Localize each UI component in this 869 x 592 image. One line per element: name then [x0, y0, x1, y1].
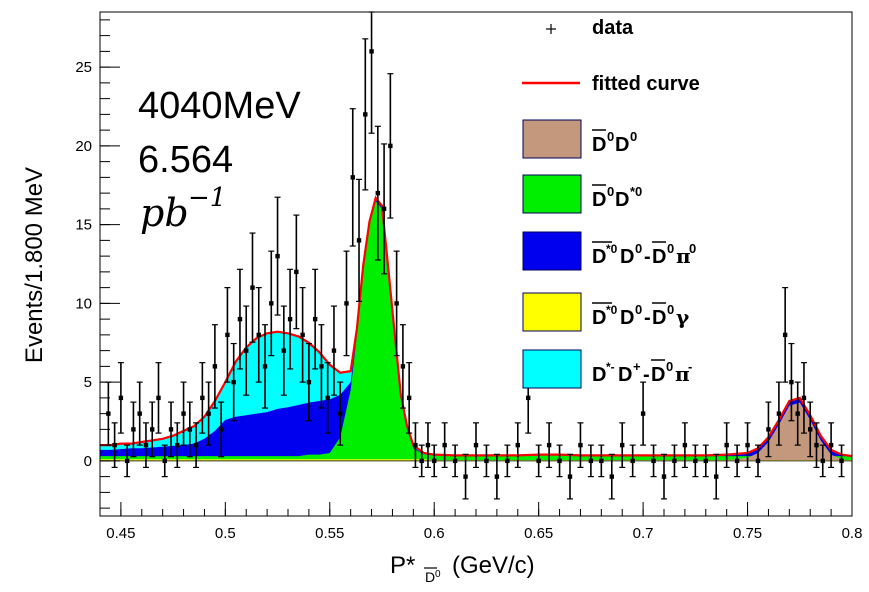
svg-text:-: - — [644, 307, 651, 329]
x-axis-title-sub-sup: 0 — [435, 569, 441, 580]
data-point — [782, 288, 788, 383]
svg-text:*-: *- — [606, 360, 615, 374]
x-axis-title: P* D 0 (GeV/c) — [390, 552, 535, 585]
annotation-energy: 4040MeV — [138, 85, 301, 127]
y-tick-label: 15 — [75, 217, 92, 234]
legend-entry-fitted: fitted curve — [522, 73, 700, 95]
data-point — [536, 445, 542, 477]
x-tick-label: 0.7 — [633, 525, 654, 542]
legend-entry-dstarminus-dplus-pi: D *- D + - D 0 π - — [523, 350, 692, 388]
data-point — [504, 445, 510, 477]
data-point — [734, 445, 740, 477]
x-tick-label: 0.65 — [524, 525, 553, 542]
svg-text:*0: *0 — [630, 184, 642, 199]
annotation-luminosity-value: 6.564 — [138, 139, 233, 181]
svg-text:D: D — [615, 189, 629, 211]
svg-text:0: 0 — [607, 129, 614, 144]
data-point — [671, 445, 677, 477]
svg-text:D: D — [592, 246, 606, 268]
data-point — [137, 382, 143, 445]
svg-text:-: - — [643, 364, 650, 386]
x-tick-label: 0.75 — [733, 525, 762, 542]
svg-text:+: + — [633, 359, 641, 374]
svg-text:D: D — [620, 246, 634, 268]
data-point — [362, 39, 368, 190]
data-point — [692, 445, 698, 477]
svg-text:fitted curve: fitted curve — [592, 73, 700, 95]
svg-text:0: 0 — [635, 241, 642, 256]
svg-text:0: 0 — [630, 129, 637, 144]
legend-entry-d0bar-dstar0: D 0 D *0 — [523, 175, 642, 213]
data-point — [293, 215, 299, 329]
data-point — [249, 233, 255, 342]
legend: data fitted curve D 0 D 0 D 0 D *0 D *0 — [522, 17, 700, 388]
data-point — [369, 12, 375, 133]
data-point — [588, 445, 594, 477]
data-point — [483, 445, 489, 477]
svg-text:-: - — [688, 359, 692, 374]
y-axis-title: Events/1.800 MeV — [21, 167, 48, 363]
legend-entry-dstar0bar-d0-gamma: D *0 D 0 - D 0 γ — [523, 293, 690, 331]
x-tick-label: 0.45 — [106, 525, 135, 542]
svg-text:D: D — [652, 246, 666, 268]
x-tick-label: 0.55 — [315, 525, 344, 542]
svg-text:0: 0 — [667, 241, 674, 256]
y-tick-label: 5 — [84, 374, 92, 391]
svg-text:*0: *0 — [606, 242, 618, 256]
svg-text:γ: γ — [676, 305, 690, 329]
x-tick-label: 0.5 — [215, 525, 236, 542]
x-axis-title-sub: D — [425, 569, 435, 585]
x-axis-title-main: P* — [390, 552, 415, 579]
svg-text:0: 0 — [666, 359, 673, 374]
y-tick-label: 20 — [75, 138, 92, 155]
svg-text:D: D — [592, 134, 606, 156]
data-point — [224, 288, 230, 383]
y-tick-label: 10 — [75, 295, 92, 312]
data-point — [598, 445, 604, 477]
svg-text:D: D — [592, 307, 606, 329]
annotation-luminosity-unit: pb — [140, 191, 189, 235]
svg-text:D: D — [652, 307, 666, 329]
svg-text:D: D — [592, 364, 606, 386]
data-point — [275, 197, 281, 315]
data-point — [431, 445, 437, 477]
y-tick-label: 0 — [84, 453, 92, 470]
svg-text:0: 0 — [607, 184, 614, 199]
annotation-luminosity-exp: −1 — [188, 183, 226, 213]
svg-text:D: D — [592, 189, 606, 211]
svg-text:D: D — [651, 364, 665, 386]
data-point — [651, 445, 657, 477]
data-point — [387, 74, 393, 218]
y-tick-label: 25 — [75, 59, 92, 76]
svg-text:0: 0 — [667, 302, 674, 317]
svg-text:0: 0 — [635, 302, 642, 317]
svg-text:D: D — [620, 307, 634, 329]
data-point — [350, 109, 356, 246]
svg-text:0: 0 — [689, 241, 696, 256]
data-point — [703, 445, 709, 477]
stacked-components — [100, 198, 852, 461]
svg-text:*0: *0 — [606, 303, 618, 317]
component-dstarminus-dplus-pi — [100, 198, 852, 461]
svg-text:data: data — [592, 17, 634, 39]
data-point — [118, 363, 124, 433]
data-point — [452, 445, 458, 477]
svg-text:-: - — [644, 246, 651, 268]
svg-text:D: D — [615, 134, 629, 156]
data-point — [557, 445, 563, 477]
data-point — [343, 251, 349, 355]
svg-text:D: D — [618, 364, 632, 386]
x-tick-label: 0.8 — [842, 525, 863, 542]
data-point — [155, 363, 161, 433]
x-axis-title-unit: (GeV/c) — [452, 552, 535, 579]
data-point — [640, 382, 646, 445]
legend-entry-d0bar-d0: D 0 D 0 — [523, 120, 637, 158]
legend-entry-dstar0bar-d0-pi0: D *0 D 0 - D 0 π 0 — [523, 232, 696, 270]
data-point — [839, 445, 845, 477]
x-tick-label: 0.6 — [424, 525, 445, 542]
legend-entry-data: data — [546, 17, 634, 39]
data-point — [630, 445, 636, 477]
